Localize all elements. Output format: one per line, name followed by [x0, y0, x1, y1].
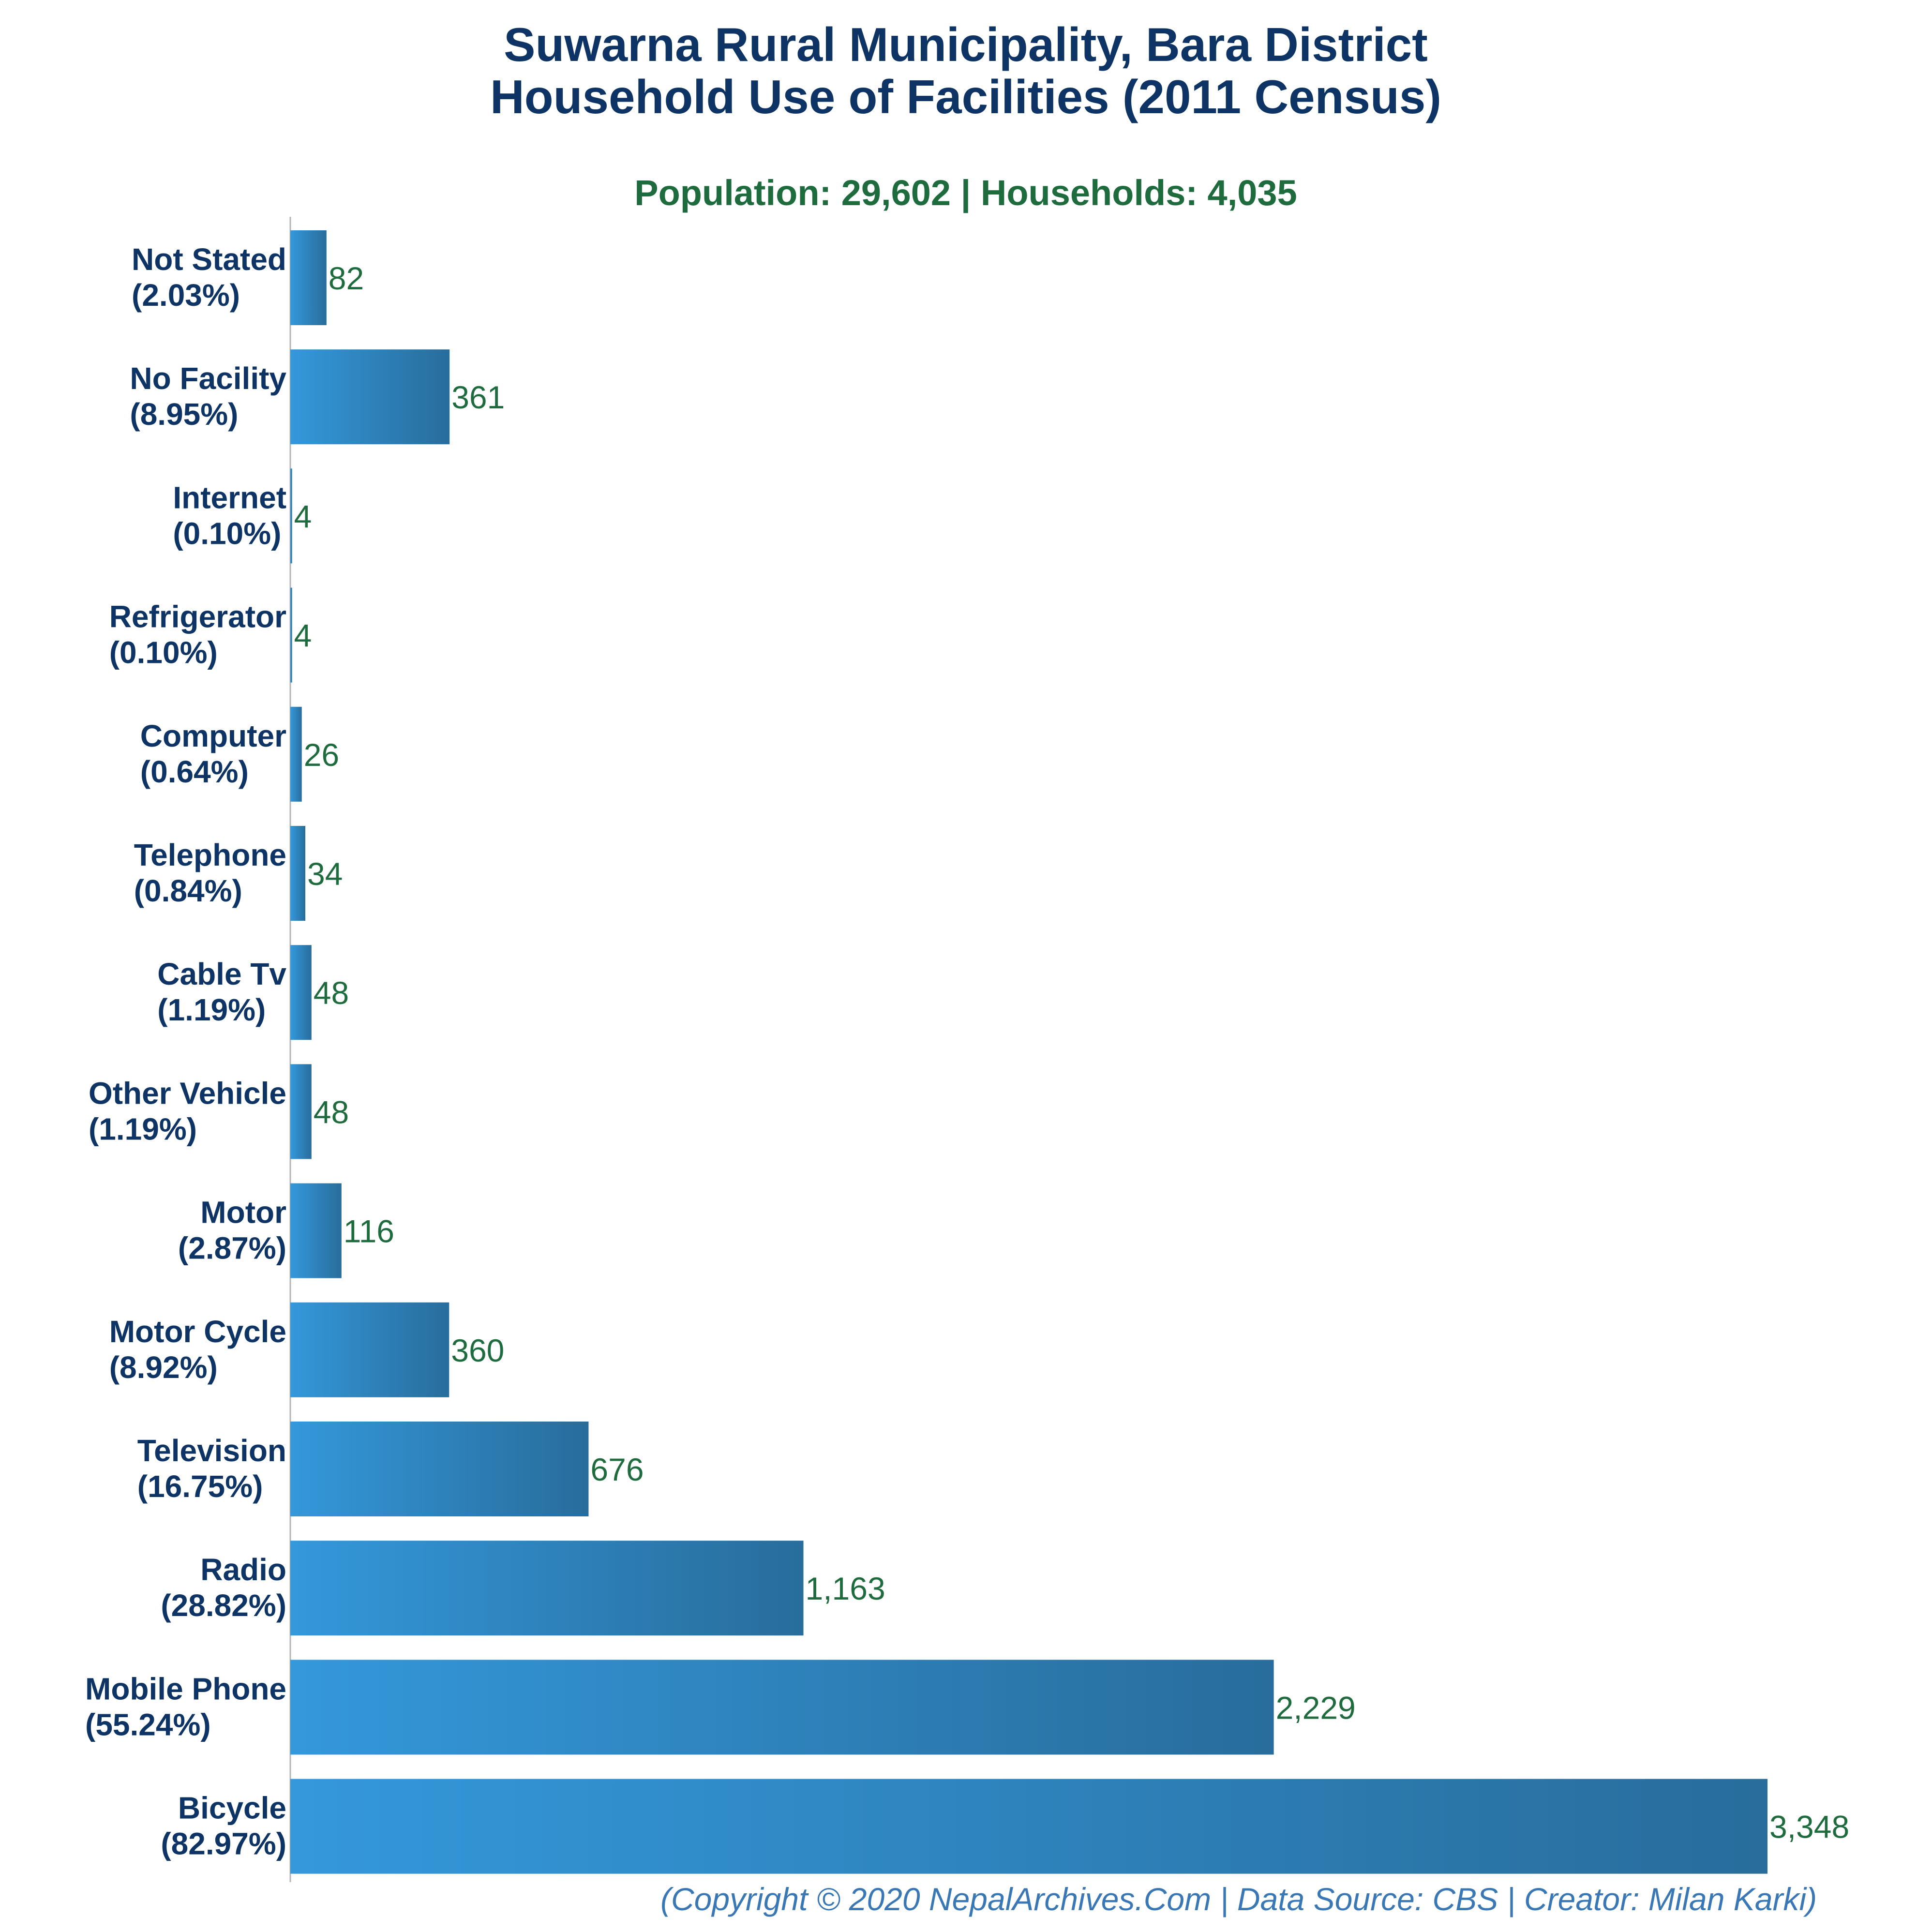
value-label: 676 — [590, 1452, 644, 1487]
value-label: 48 — [314, 1094, 349, 1130]
category-label: Television — [137, 1433, 286, 1468]
bar — [290, 1302, 449, 1397]
category-label: Mobile Phone — [85, 1671, 286, 1706]
value-label: 1,163 — [806, 1571, 885, 1606]
chart-footer: (Copyright © 2020 NepalArchives.Com | Da… — [660, 1881, 1817, 1918]
percent-label: (16.75%) — [137, 1469, 263, 1504]
value-label: 4 — [294, 618, 312, 654]
value-label: 361 — [451, 379, 505, 415]
percent-label: (0.64%) — [140, 754, 249, 789]
bar — [290, 1541, 804, 1636]
percent-label: (55.24%) — [85, 1707, 211, 1742]
bar — [290, 1422, 589, 1516]
bars-layer: 82 Not Stated(2.03%) 361 No Facility(8.95%)… — [85, 230, 1849, 1874]
category-label: Other Vehicle — [89, 1076, 286, 1110]
value-label: 116 — [344, 1213, 394, 1249]
bar — [290, 1660, 1274, 1755]
value-label: 48 — [314, 975, 349, 1011]
bar — [290, 826, 306, 921]
chart-subtitle: Population: 29,602 | Households: 4,035 — [634, 173, 1297, 213]
bar — [290, 1779, 1767, 1874]
category-label: Bicycle — [178, 1791, 286, 1826]
percent-label: (8.92%) — [109, 1350, 218, 1385]
percent-label: (2.03%) — [132, 278, 240, 313]
value-label: 4 — [294, 498, 312, 534]
bar — [290, 587, 292, 683]
percent-label: (1.19%) — [89, 1111, 197, 1146]
category-label: Not Stated — [132, 242, 286, 277]
bar — [290, 1183, 342, 1278]
category-label: Computer — [140, 719, 286, 753]
percent-label: (28.82%) — [161, 1588, 286, 1623]
percent-label: (0.10%) — [109, 635, 218, 670]
percent-label: (8.95%) — [130, 397, 238, 432]
value-label: 2,229 — [1276, 1690, 1356, 1725]
percent-label: (0.84%) — [134, 873, 242, 908]
bar — [290, 1064, 312, 1159]
percent-label: (82.97%) — [161, 1827, 286, 1861]
category-label: Motor — [200, 1195, 286, 1230]
bar — [290, 230, 327, 325]
bar — [290, 349, 450, 445]
percent-label: (0.10%) — [173, 516, 281, 551]
category-label: Telephone — [134, 838, 286, 872]
bar — [290, 706, 302, 802]
category-label: Internet — [173, 480, 286, 515]
category-label: Cable Tv — [157, 957, 286, 991]
category-label: Radio — [200, 1552, 286, 1587]
bar — [290, 468, 292, 564]
category-label: Motor Cycle — [109, 1314, 286, 1349]
value-label: 82 — [329, 260, 364, 296]
value-label: 360 — [451, 1333, 504, 1368]
chart-title-line-2: Household Use of Facilities (2011 Census… — [490, 70, 1441, 123]
percent-label: (1.19%) — [157, 992, 266, 1027]
chart-title-line-1: Suwarna Rural Municipality, Bara Distric… — [504, 18, 1428, 71]
value-label: 26 — [304, 737, 339, 773]
category-label: No Facility — [130, 361, 286, 396]
percent-label: (2.87%) — [178, 1231, 286, 1266]
value-label: 34 — [307, 856, 343, 892]
category-label: Refrigerator — [109, 599, 286, 634]
value-label: 3,348 — [1769, 1809, 1849, 1845]
bar — [290, 945, 312, 1040]
